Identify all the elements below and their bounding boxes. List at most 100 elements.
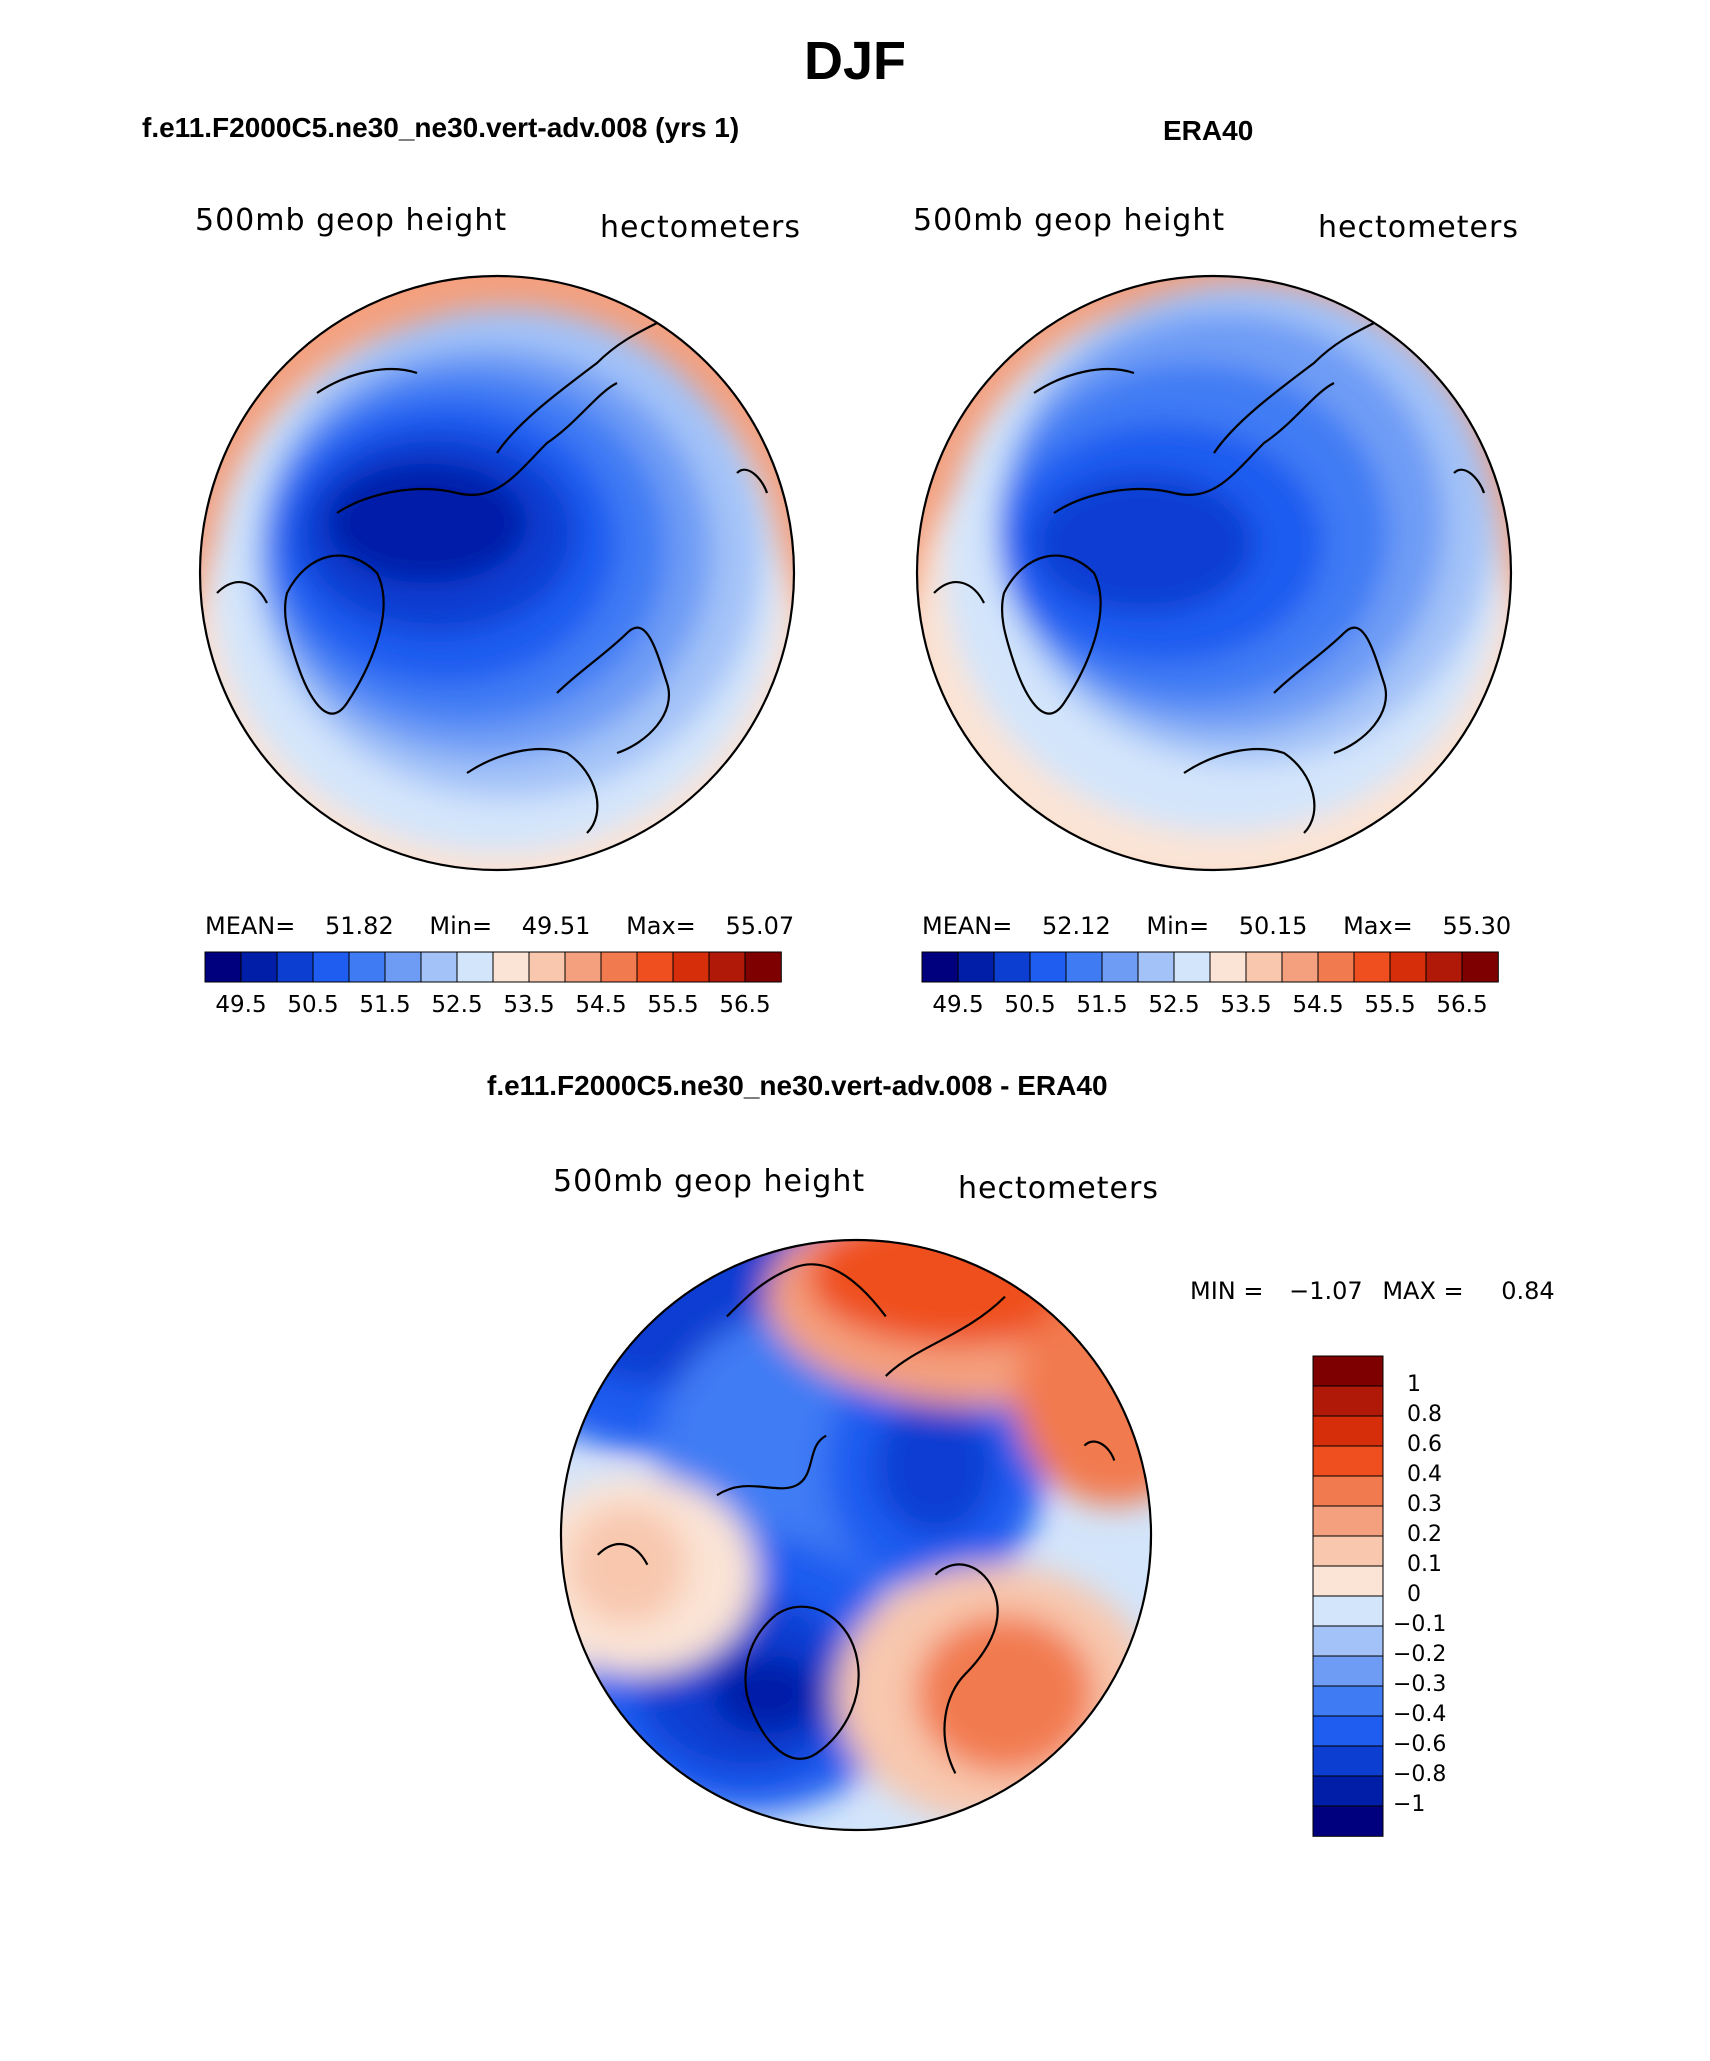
colorbar-swatch — [636, 951, 674, 983]
panel-1-min-value: 49.51 — [521, 912, 591, 940]
colorbar-level-label: −0.8 — [1393, 1762, 1447, 1787]
colorbar-swatch — [564, 951, 602, 983]
panel-1-variable-label: 500mb geop height — [195, 203, 508, 238]
colorbar-swatch — [672, 951, 710, 983]
colorbar-level-label: −0.2 — [1393, 1642, 1447, 1667]
colorbar-tick-label: 49.5 — [215, 992, 267, 1018]
colorbar-swatch — [1312, 1715, 1384, 1747]
difference-units-label: hectometers — [958, 1171, 1159, 1206]
colorbar-level-label: 0.8 — [1407, 1402, 1442, 1427]
panel-2-max-value: 55.30 — [1442, 912, 1512, 940]
panel-1-colorbar-ticks: 49.5 50.5 51.5 52.5 53.5 54.5 55.5 56.5 — [205, 992, 781, 1022]
colorbar-swatch — [1312, 1805, 1384, 1837]
colorbar-tick-label: 56.5 — [1436, 992, 1488, 1018]
panel-2-variable-label: 500mb geop height — [913, 203, 1226, 238]
colorbar-swatch — [957, 951, 995, 983]
difference-coastlines — [596, 1263, 1116, 1774]
colorbar-swatch — [204, 951, 242, 983]
panel-2-min-value: 50.15 — [1238, 912, 1308, 940]
panel-1-max-value: 55.07 — [725, 912, 795, 940]
difference-contour-band — [915, 1614, 1095, 1774]
colorbar-swatch — [1312, 1415, 1384, 1447]
colorbar-tick-label: 50.5 — [1004, 992, 1056, 1018]
difference-max-label: MAX = — [1382, 1277, 1464, 1305]
panel-1-units-label: hectometers — [600, 210, 801, 245]
colorbar-swatch — [1312, 1595, 1384, 1627]
colorbar-swatch — [528, 951, 566, 983]
colorbar-tick-label: 51.5 — [1076, 992, 1128, 1018]
colorbar-swatch — [1312, 1535, 1384, 1567]
panel-1-map — [198, 274, 796, 872]
colorbar-swatch — [276, 951, 314, 983]
colorbar-tick-label: 52.5 — [431, 992, 483, 1018]
difference-stats: MIN = −1.07 MAX = 0.84 — [1190, 1277, 1555, 1305]
colorbar-level-label: −0.1 — [1393, 1612, 1447, 1637]
colorbar-swatch — [1353, 951, 1391, 983]
difference-map — [559, 1238, 1153, 1832]
colorbar-swatch — [1461, 951, 1499, 983]
colorbar-tick-label: 53.5 — [1220, 992, 1272, 1018]
colorbar-swatch — [1137, 951, 1175, 983]
colorbar-swatch — [1029, 951, 1067, 983]
colorbar-swatch — [1101, 951, 1139, 983]
colorbar-swatch — [1312, 1385, 1384, 1417]
colorbar-swatch — [348, 951, 386, 983]
colorbar-tick-label: 55.5 — [647, 992, 699, 1018]
panel-1-title: f.e11.F2000C5.ne30_ne30.vert-adv.008 (yr… — [142, 112, 740, 143]
colorbar-level-label: 0.1 — [1407, 1552, 1442, 1577]
colorbar-tick-label: 52.5 — [1148, 992, 1200, 1018]
panel-1-mean-value: 51.82 — [325, 912, 394, 940]
panel-2-map — [915, 274, 1513, 872]
difference-map-boundary — [559, 1238, 1153, 1832]
difference-contour-band — [875, 1395, 996, 1535]
colorbar-swatch — [1312, 1775, 1384, 1807]
colorbar-swatch — [1209, 951, 1247, 983]
colorbar-swatch — [744, 951, 782, 983]
colorbar-swatch — [1312, 1565, 1384, 1597]
panel-2-mean-label: MEAN= — [922, 912, 1013, 940]
colorbar-swatch — [1245, 951, 1283, 983]
panel-2-colorbar — [921, 951, 1499, 983]
panel-2-stats: MEAN= 52.12 Min= 50.15 Max= 55.30 — [922, 912, 1511, 940]
colorbar-swatch — [384, 951, 422, 983]
colorbar-tick-label: 49.5 — [932, 992, 984, 1018]
panel-2-min-label: Min= — [1146, 912, 1210, 940]
panel-1-stats: MEAN= 51.82 Min= 49.51 Max= 55.07 — [205, 912, 794, 940]
panel-1-map-boundary — [198, 274, 796, 872]
colorbar-tick-label: 53.5 — [503, 992, 555, 1018]
colorbar-swatch — [1312, 1475, 1384, 1507]
colorbar-level-label: 0.3 — [1407, 1492, 1442, 1517]
panel-2-units-label: hectometers — [1318, 210, 1519, 245]
colorbar-level-label: 0.4 — [1407, 1462, 1442, 1487]
colorbar-swatch — [1389, 951, 1427, 983]
colorbar-tick-label: 55.5 — [1364, 992, 1416, 1018]
colorbar-level-label: 0.6 — [1407, 1432, 1442, 1457]
colorbar-swatch — [993, 951, 1031, 983]
panel-1-contour-band — [327, 463, 527, 583]
colorbar-swatch — [1065, 951, 1103, 983]
difference-colorbar — [1312, 1355, 1384, 1837]
colorbar-swatch — [1312, 1625, 1384, 1657]
colorbar-swatch — [456, 951, 494, 983]
colorbar-tick-label: 51.5 — [359, 992, 411, 1018]
panel-2-mean-value: 52.12 — [1042, 912, 1111, 940]
colorbar-swatch — [921, 951, 959, 983]
difference-contour-band — [1014, 1286, 1152, 1506]
panel-1-min-label: Min= — [429, 912, 493, 940]
panel-1-coastlines — [216, 322, 769, 834]
difference-max-value: 0.84 — [1501, 1277, 1555, 1305]
colorbar-level-label: 0 — [1407, 1582, 1421, 1607]
colorbar-level-label: −0.4 — [1393, 1702, 1447, 1727]
colorbar-tick-label: 54.5 — [575, 992, 627, 1018]
difference-contour-band — [567, 1505, 688, 1625]
difference-panel-title: f.e11.F2000C5.ne30_ne30.vert-adv.008 - E… — [487, 1070, 1108, 1101]
difference-min-value: −1.07 — [1289, 1277, 1363, 1305]
colorbar-level-label: −1 — [1393, 1792, 1426, 1817]
panel-2-colorbar-ticks: 49.5 50.5 51.5 52.5 53.5 54.5 55.5 56.5 — [922, 992, 1498, 1022]
colorbar-level-label: −0.3 — [1393, 1672, 1447, 1697]
panel-1-max-label: Max= — [626, 912, 696, 940]
difference-min-label: MIN = — [1190, 1277, 1264, 1305]
colorbar-swatch — [1312, 1445, 1384, 1477]
colorbar-swatch — [312, 951, 350, 983]
panel-1-mean-label: MEAN= — [205, 912, 296, 940]
